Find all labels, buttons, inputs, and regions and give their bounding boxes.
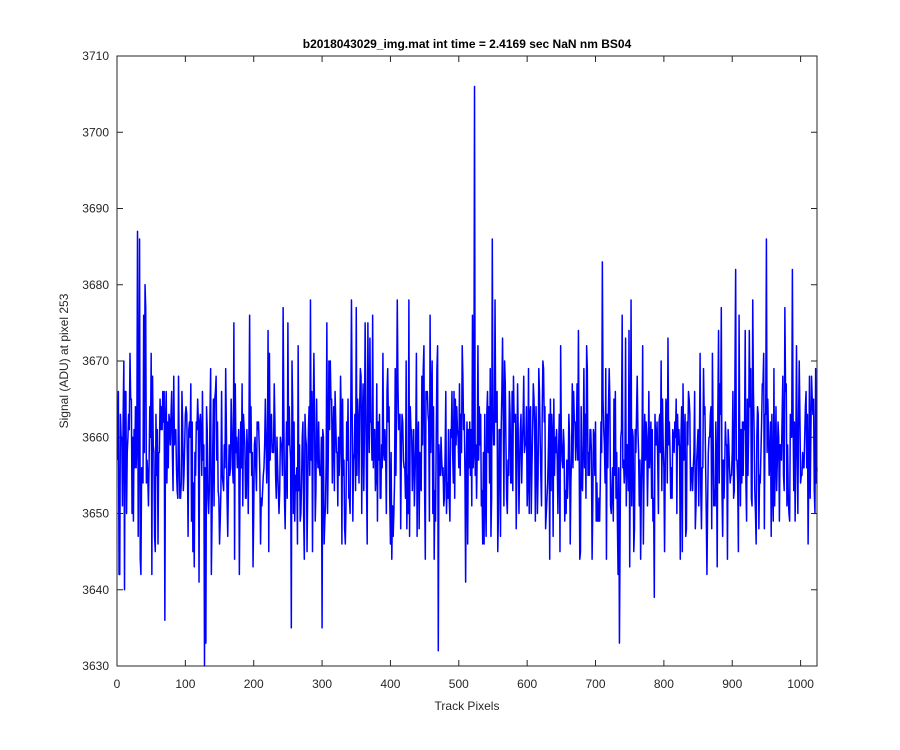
x-tick-label: 1000 (787, 677, 814, 691)
signal-series-line (116, 85, 818, 667)
y-tick-label: 3690 (82, 202, 109, 216)
plot-frame (116, 55, 818, 667)
x-axis-label: Track Pixels (435, 699, 500, 713)
x-tick-label: 900 (722, 677, 742, 691)
x-tick-label: 400 (380, 677, 400, 691)
x-tick-label: 300 (312, 677, 332, 691)
y-tick-label: 3650 (82, 507, 109, 521)
y-axis-label: Signal (ADU) at pixel 253 (57, 293, 71, 428)
y-tick-label: 3700 (82, 125, 109, 139)
y-tick-label: 3670 (82, 354, 109, 368)
y-tick-label: 3630 (82, 659, 109, 673)
x-tick-label: 200 (244, 677, 264, 691)
x-tick-label: 700 (586, 677, 606, 691)
y-tick-label: 3680 (82, 278, 109, 292)
x-tick-label: 800 (654, 677, 674, 691)
x-tick-label: 600 (517, 677, 537, 691)
x-tick-label: 0 (114, 677, 121, 691)
axis-ticks: 0 100 200 300 400 500 600 700 800 900 1000 3630 3640… (82, 49, 817, 691)
x-tick-label: 500 (449, 677, 469, 691)
y-tick-label: 3660 (82, 430, 109, 444)
y-tick-label: 3710 (82, 49, 109, 63)
series-layer (116, 85, 818, 667)
y-tick-label: 3640 (82, 583, 109, 597)
x-tick-label: 100 (175, 677, 195, 691)
chart-title: b2018043029_img.mat int time = 2.4169 se… (303, 37, 632, 51)
